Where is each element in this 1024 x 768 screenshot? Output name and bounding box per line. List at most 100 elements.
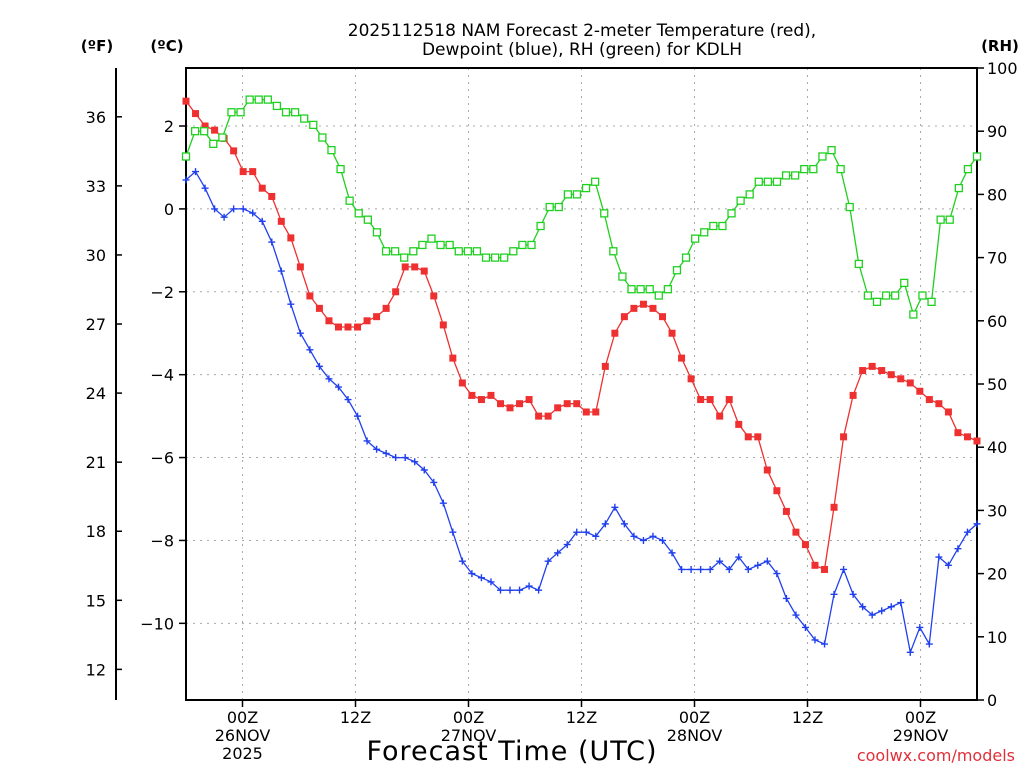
rh-point bbox=[245, 95, 254, 104]
time-tick-label: 28NOV bbox=[667, 726, 723, 745]
2-meter-temperature-point bbox=[239, 168, 247, 176]
time-tick-label: 2025 bbox=[222, 744, 263, 763]
dewpoint-point bbox=[477, 574, 485, 582]
dewpoint-point bbox=[344, 396, 352, 404]
rh-point bbox=[945, 215, 954, 224]
dewpoint-point bbox=[268, 238, 276, 246]
2-meter-temperature-point bbox=[363, 317, 371, 325]
rh-point bbox=[863, 291, 873, 300]
rh-point bbox=[836, 164, 845, 174]
rh-point bbox=[818, 152, 827, 161]
dewpoint-point bbox=[782, 594, 790, 602]
fahrenheit-unit-label: (ºF) bbox=[81, 37, 113, 55]
2-meter-temperature-point bbox=[487, 391, 495, 399]
2-meter-temperature-point bbox=[639, 300, 647, 308]
dewpoint-point bbox=[716, 557, 724, 565]
dewpoint-point bbox=[878, 607, 886, 615]
2-meter-temperature-point bbox=[334, 323, 342, 331]
rh-tick-label: 30 bbox=[987, 501, 1007, 520]
rh-point bbox=[772, 177, 782, 186]
fahrenheit-tick-label: 36 bbox=[86, 108, 106, 127]
2-meter-temperature-point bbox=[392, 288, 400, 296]
rh-point bbox=[209, 139, 218, 148]
2-meter-temperature-point bbox=[887, 371, 895, 379]
rh-point bbox=[372, 228, 382, 237]
rh-tick-label: 100 bbox=[987, 59, 1018, 78]
dewpoint-point bbox=[458, 557, 466, 565]
dewpoint-series bbox=[182, 168, 981, 656]
rh-point bbox=[290, 108, 300, 117]
dewpoint-point bbox=[516, 586, 524, 594]
dewpoint-point bbox=[363, 437, 371, 445]
dewpoint-point bbox=[230, 205, 238, 213]
2-meter-temperature-point bbox=[563, 400, 571, 408]
2-meter-temperature-point bbox=[963, 433, 971, 441]
dewpoint-point bbox=[430, 478, 438, 486]
dewpoint-point bbox=[944, 561, 952, 569]
series-layer bbox=[181, 95, 982, 656]
celsius-tick-label: −4 bbox=[150, 366, 174, 385]
2-meter-temperature-point bbox=[315, 304, 323, 312]
dewpoint-point bbox=[315, 362, 323, 370]
dewpoint-point bbox=[954, 545, 962, 553]
time-tick-label: 29NOV bbox=[893, 726, 949, 745]
fahrenheit-tick-label: 15 bbox=[86, 591, 106, 610]
dewpoint-point bbox=[277, 267, 285, 275]
2-meter-temperature-point bbox=[868, 362, 876, 370]
dewpoint-point bbox=[582, 528, 590, 536]
rh-point bbox=[363, 215, 372, 224]
fahrenheit-axis-ticks: 36 33 30 27 24 21 18 15 12 bbox=[86, 108, 122, 679]
fahrenheit-tick-label: 18 bbox=[86, 522, 106, 541]
rh-point bbox=[263, 95, 272, 104]
rh-point bbox=[800, 164, 809, 174]
rh-point bbox=[327, 146, 336, 155]
2-meter-temperature-point bbox=[973, 437, 981, 445]
2-meter-temperature-point bbox=[592, 408, 600, 416]
rh-point bbox=[654, 291, 663, 300]
dewpoint-point bbox=[411, 458, 419, 466]
rh-point bbox=[345, 196, 354, 205]
rh-point bbox=[872, 297, 882, 306]
2-meter-temperature-point bbox=[925, 396, 933, 404]
dewpoint-point bbox=[535, 586, 543, 594]
2-meter-temperature-point bbox=[916, 387, 924, 395]
dewpoint-point bbox=[678, 565, 686, 573]
rh-tick-label: 50 bbox=[987, 375, 1007, 394]
rh-point bbox=[418, 240, 427, 250]
2-meter-temperature-point bbox=[687, 375, 695, 383]
2-meter-temperature-point bbox=[449, 354, 457, 362]
dewpoint-point bbox=[401, 454, 409, 462]
dewpoint-point bbox=[887, 603, 895, 611]
rh-point bbox=[554, 202, 563, 212]
rh-point bbox=[409, 247, 418, 256]
2-meter-temperature-point bbox=[458, 379, 466, 387]
rh-point bbox=[527, 240, 536, 250]
dewpoint-point bbox=[963, 528, 971, 536]
dewpoint-point bbox=[659, 536, 667, 544]
2-meter-temperature-point bbox=[725, 396, 733, 404]
dewpoint-point bbox=[306, 346, 314, 354]
rh-point bbox=[354, 209, 363, 218]
dewpoint-point bbox=[296, 329, 304, 337]
rh-point bbox=[227, 108, 236, 117]
x-axis-title: Forecast Time (UTC) bbox=[366, 736, 657, 767]
2-meter-temperature-point bbox=[878, 367, 886, 375]
time-tick-label: 12Z bbox=[340, 708, 371, 727]
rh-point bbox=[472, 247, 482, 256]
dewpoint-point bbox=[325, 375, 333, 383]
2-meter-temperature-point bbox=[525, 396, 533, 404]
2-meter-temperature-point bbox=[678, 354, 686, 362]
rh-point bbox=[200, 127, 209, 136]
2-meter-temperature-point bbox=[821, 565, 829, 573]
dewpoint-point bbox=[620, 520, 628, 528]
dewpoint-line bbox=[185, 170, 978, 655]
rh-point bbox=[663, 285, 673, 294]
dewpoint-point bbox=[487, 578, 495, 586]
dewpoint-point bbox=[192, 168, 200, 176]
rh-point bbox=[809, 164, 818, 174]
rh-point bbox=[563, 190, 573, 199]
celsius-tick-label: −2 bbox=[150, 283, 174, 302]
rh-point bbox=[572, 190, 582, 199]
dewpoint-point bbox=[735, 553, 743, 561]
2-meter-temperature-point bbox=[373, 313, 381, 321]
